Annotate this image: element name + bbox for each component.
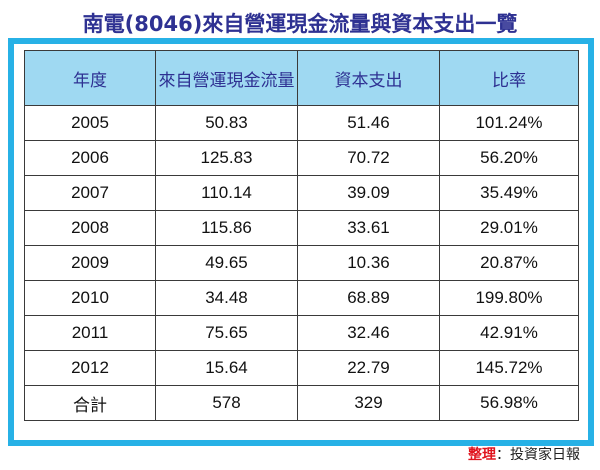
year-cell: 2007 bbox=[24, 175, 156, 211]
chart-title: 南電(8046)來自營運現金流量與資本支出一覽 bbox=[82, 12, 518, 36]
value-cell: 20.87% bbox=[439, 245, 579, 281]
value-cell: 22.79 bbox=[297, 350, 440, 386]
table-frame: 年度 來自營運現金流量 資本支出 比率 2005 50.83 51.46 101.24… bbox=[8, 38, 594, 446]
column-header: 比率 bbox=[439, 50, 579, 106]
table-row: 2007 110.14 39.09 35.49% bbox=[24, 175, 579, 211]
value-cell: 29.01% bbox=[439, 210, 579, 246]
value-cell: 49.65 bbox=[155, 245, 298, 281]
year-cell: 2012 bbox=[24, 350, 156, 386]
total-value-cell: 578 bbox=[155, 385, 298, 421]
source-separator: ： bbox=[496, 446, 510, 462]
year-cell: 2010 bbox=[24, 280, 156, 316]
value-cell: 56.20% bbox=[439, 140, 579, 176]
table-row: 2011 75.65 32.46 42.91% bbox=[24, 315, 579, 351]
value-cell: 15.64 bbox=[155, 350, 298, 386]
value-cell: 75.65 bbox=[155, 315, 298, 351]
value-cell: 42.91% bbox=[439, 315, 579, 351]
table-body: 2005 50.83 51.46 101.24% 2006 125.83 70.72 56.2… bbox=[24, 105, 579, 421]
value-cell: 10.36 bbox=[297, 245, 440, 281]
total-value-cell: 329 bbox=[297, 385, 440, 421]
value-cell: 34.48 bbox=[155, 280, 298, 316]
table-row: 2008 115.86 33.61 29.01% bbox=[24, 210, 579, 246]
year-cell: 2009 bbox=[24, 245, 156, 281]
column-header: 年度 bbox=[24, 50, 156, 106]
table-row: 2009 49.65 10.36 20.87% bbox=[24, 245, 579, 281]
value-cell: 32.46 bbox=[297, 315, 440, 351]
value-cell: 39.09 bbox=[297, 175, 440, 211]
year-cell: 2005 bbox=[24, 105, 156, 141]
value-cell: 35.49% bbox=[439, 175, 579, 211]
source-credit: 整理：投資家日報 bbox=[468, 444, 580, 464]
year-cell: 2006 bbox=[24, 140, 156, 176]
column-header: 來自營運現金流量 bbox=[155, 50, 298, 106]
table-row: 2006 125.83 70.72 56.20% bbox=[24, 140, 579, 176]
value-cell: 101.24% bbox=[439, 105, 579, 141]
value-cell: 33.61 bbox=[297, 210, 440, 246]
total-label: 合計 bbox=[24, 385, 156, 421]
value-cell: 68.89 bbox=[297, 280, 440, 316]
value-cell: 115.86 bbox=[155, 210, 298, 246]
value-cell: 125.83 bbox=[155, 140, 298, 176]
table-row: 2012 15.64 22.79 145.72% bbox=[24, 350, 579, 386]
source-label: 整理 bbox=[468, 446, 496, 462]
value-cell: 50.83 bbox=[155, 105, 298, 141]
year-cell: 2011 bbox=[24, 315, 156, 351]
header-row: 年度 來自營運現金流量 資本支出 比率 bbox=[24, 50, 579, 106]
total-value-cell: 56.98% bbox=[439, 385, 579, 421]
data-table: 年度 來自營運現金流量 資本支出 比率 2005 50.83 51.46 101.24… bbox=[24, 50, 579, 421]
column-header: 資本支出 bbox=[297, 50, 440, 106]
source-value: 投資家日報 bbox=[510, 446, 580, 462]
table-row: 2005 50.83 51.46 101.24% bbox=[24, 105, 579, 141]
value-cell: 145.72% bbox=[439, 350, 579, 386]
value-cell: 70.72 bbox=[297, 140, 440, 176]
value-cell: 110.14 bbox=[155, 175, 298, 211]
total-row: 合計 578 329 56.98% bbox=[24, 385, 579, 421]
value-cell: 199.80% bbox=[439, 280, 579, 316]
value-cell: 51.46 bbox=[297, 105, 440, 141]
year-cell: 2008 bbox=[24, 210, 156, 246]
table-row: 2010 34.48 68.89 199.80% bbox=[24, 280, 579, 316]
